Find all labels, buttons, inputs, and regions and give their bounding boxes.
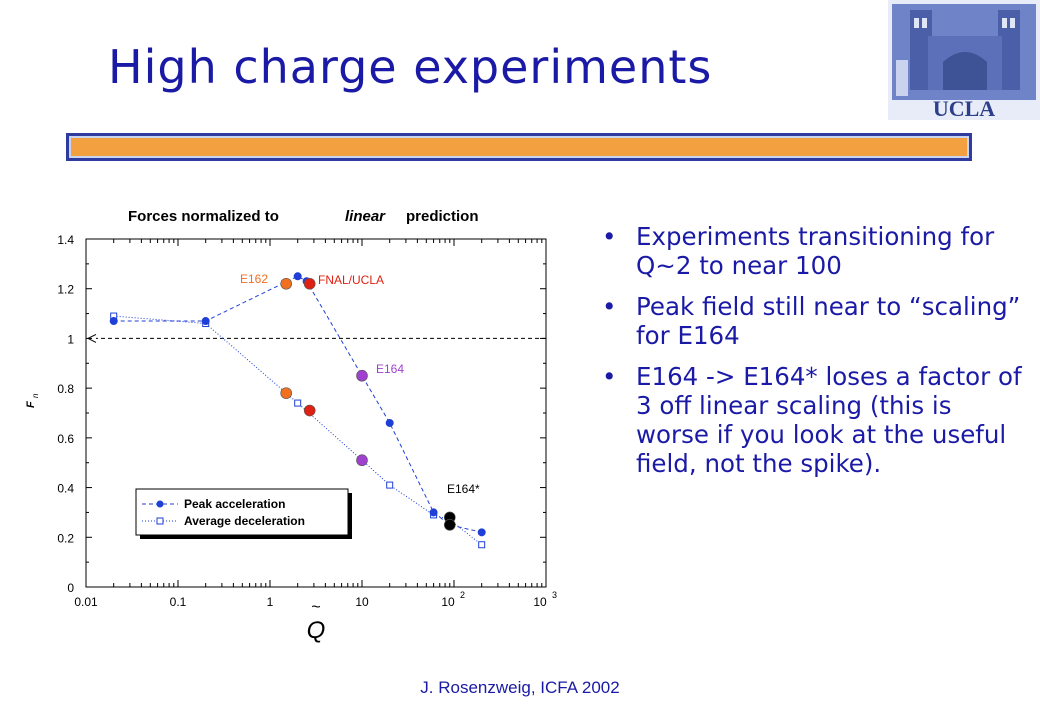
y-axis-label: F	[25, 401, 37, 408]
reference-arrow	[86, 333, 97, 343]
data-point-peak	[477, 528, 486, 537]
bullet-marker: •	[602, 222, 617, 251]
data-point-peak	[293, 272, 302, 281]
x-tick-label: 0.1	[170, 595, 187, 609]
data-point-peak	[385, 418, 394, 427]
bullet-marker: •	[602, 292, 617, 321]
highlight-point	[356, 369, 368, 382]
bullet-text: Peak field still near to “scaling” for E…	[636, 292, 1021, 350]
logo-text: UCLA	[933, 96, 995, 120]
legend-label-average: Average deceleration	[184, 514, 305, 528]
y-axis-label-subscript: n	[31, 393, 40, 398]
highlight-label: E162	[240, 272, 268, 286]
bullet-list: • Experiments transitioning for Q~2 to ne…	[602, 222, 1022, 490]
highlight-label: E164*	[447, 482, 480, 496]
y-tick-label: 0.4	[57, 482, 74, 496]
slide-footer: J. Rosenzweig, ICFA 2002	[420, 678, 620, 697]
series-line-average	[113, 315, 483, 546]
highlight-point	[280, 277, 293, 290]
bullet-item: • Peak field still near to “scaling” for …	[602, 292, 1022, 350]
highlight-label: E164	[376, 362, 404, 376]
y-tick-label: 0.8	[57, 382, 74, 396]
highlight-point	[303, 404, 316, 417]
bullet-text: E164 -> E164* loses a factor of 3 off li…	[636, 362, 1022, 478]
highlight-point	[280, 387, 293, 399]
accent-bar	[66, 133, 972, 161]
x-tick-superscript: 3	[552, 590, 557, 600]
x-axis-label-tilde: ~	[311, 599, 320, 616]
highlight-point	[356, 454, 368, 467]
data-point-average	[294, 399, 302, 407]
chart-title-part: prediction	[406, 208, 479, 225]
y-tick-label: 0.2	[57, 531, 74, 545]
bullet-marker: •	[602, 362, 617, 391]
data-point-peak	[201, 317, 210, 326]
x-axis-label: Q	[307, 617, 326, 644]
legend-box	[135, 488, 349, 536]
highlight-point	[303, 277, 316, 290]
legend-marker-average	[156, 517, 164, 525]
x-tick-label: 10	[533, 595, 547, 609]
bullet-item: • E164 -> E164* loses a factor of 3 off l…	[602, 362, 1022, 478]
y-tick-label: 1.2	[57, 283, 74, 297]
x-tick-label: 10	[441, 595, 455, 609]
y-tick-label: 0.6	[57, 432, 74, 446]
bullet-item: • Experiments transitioning for Q~2 to ne…	[602, 222, 1022, 280]
data-point-average	[386, 481, 394, 489]
x-tick-label: 0.01	[74, 595, 98, 609]
highlight-point	[443, 519, 456, 531]
forces-chart: Forces normalized to linear prediction 0 0.2…	[25, 208, 557, 644]
chart-title-part: linear	[345, 208, 386, 225]
highlight-label: FNAL/UCLA	[318, 273, 384, 287]
ucla-logo: UCLA	[888, 0, 1040, 120]
x-tick-label: 1	[267, 595, 274, 609]
series-line-peak	[113, 275, 482, 533]
chart-title-part: Forces normalized to	[128, 208, 279, 225]
y-tick-label: 1	[67, 332, 74, 346]
legend-label-peak: Peak acceleration	[184, 497, 285, 511]
x-tick-superscript: 2	[460, 590, 465, 600]
y-tick-label: 1.4	[57, 233, 74, 247]
slide-title: High charge experiments	[108, 40, 713, 94]
data-point-peak	[429, 508, 438, 517]
x-tick-label: 10	[355, 595, 369, 609]
data-point-peak	[109, 317, 118, 326]
legend-marker-peak	[156, 500, 164, 508]
data-point-average	[478, 541, 486, 549]
y-tick-label: 0	[67, 581, 74, 595]
bullet-text: Experiments transitioning for Q~2 to nea…	[636, 222, 995, 280]
